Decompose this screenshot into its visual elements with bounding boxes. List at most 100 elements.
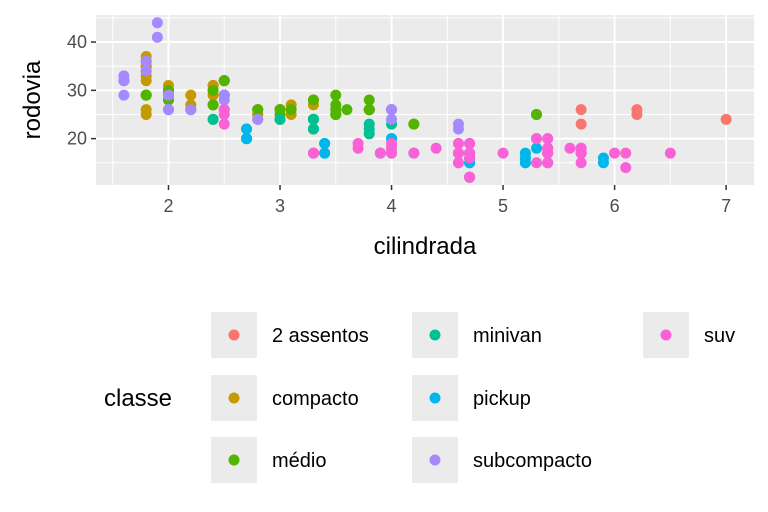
- data-point: [386, 113, 398, 125]
- data-point: [363, 94, 375, 106]
- data-point: [162, 104, 174, 116]
- y-tick-label: 30: [67, 80, 87, 100]
- legend-swatch: [660, 329, 672, 341]
- y-tick-label: 40: [67, 32, 87, 52]
- y-axis-title: rodovia: [19, 60, 46, 139]
- data-point: [140, 89, 152, 101]
- data-point: [531, 108, 543, 120]
- data-point: [620, 147, 632, 159]
- data-point: [664, 147, 676, 159]
- data-point: [330, 89, 342, 101]
- x-axis-title: cilindrada: [374, 233, 477, 260]
- data-point: [575, 118, 587, 130]
- data-point: [185, 104, 197, 116]
- data-point: [307, 113, 319, 125]
- legend-swatch: [228, 454, 240, 466]
- data-point: [386, 104, 398, 116]
- legend-label: pickup: [473, 388, 531, 410]
- x-tick-label: 4: [387, 196, 397, 216]
- data-point: [140, 65, 152, 77]
- data-point: [140, 55, 152, 67]
- y-axis-ticks: 20 30 40: [67, 32, 96, 149]
- data-point: [252, 104, 264, 116]
- x-tick-label: 5: [498, 196, 508, 216]
- data-point: [218, 89, 230, 101]
- data-point: [207, 84, 219, 96]
- data-point: [307, 123, 319, 135]
- data-point: [452, 123, 464, 135]
- data-point: [307, 147, 319, 159]
- data-point: [531, 157, 543, 169]
- data-point: [464, 137, 476, 149]
- data-point: [452, 147, 464, 159]
- data-point: [609, 147, 621, 159]
- data-point: [519, 152, 531, 164]
- data-point: [386, 147, 398, 159]
- data-point: [575, 142, 587, 154]
- legend: 2 assentos compacto médio minivan pickup subc…: [211, 312, 735, 483]
- legend-label: 2 assentos: [272, 325, 369, 347]
- legend-label: médio: [272, 450, 326, 472]
- grid-minor: [96, 15, 754, 185]
- data-point: [185, 89, 197, 101]
- data-point: [307, 94, 319, 106]
- data-point: [542, 157, 554, 169]
- data-point: [575, 157, 587, 169]
- legend-swatch: [228, 392, 240, 404]
- data-point: [464, 152, 476, 164]
- data-point: [118, 75, 130, 87]
- y-tick-label: 20: [67, 129, 87, 149]
- data-point: [564, 142, 576, 154]
- data-point: [207, 113, 219, 125]
- legend-title: classe: [104, 385, 172, 412]
- data-points: [118, 17, 732, 183]
- data-point: [218, 118, 230, 130]
- data-point: [319, 137, 331, 149]
- x-tick-label: 2: [163, 196, 173, 216]
- legend-swatch: [429, 392, 441, 404]
- data-point: [542, 133, 554, 145]
- data-point: [531, 133, 543, 145]
- data-point: [452, 137, 464, 149]
- data-point: [430, 142, 442, 154]
- legend-swatch: [429, 454, 441, 466]
- legend-swatch: [228, 329, 240, 341]
- data-point: [452, 157, 464, 169]
- data-point: [363, 104, 375, 116]
- data-point: [319, 147, 331, 159]
- data-point: [285, 104, 297, 116]
- data-point: [620, 162, 632, 174]
- data-point: [363, 118, 375, 130]
- data-point: [207, 99, 219, 111]
- panel-background: [96, 15, 754, 185]
- legend-label: suv: [704, 325, 735, 347]
- data-point: [140, 75, 152, 87]
- data-point: [241, 123, 253, 135]
- data-point: [575, 104, 587, 116]
- data-point: [151, 31, 163, 43]
- data-point: [531, 142, 543, 154]
- data-point: [218, 104, 230, 116]
- legend-label: minivan: [473, 325, 542, 347]
- data-point: [464, 171, 476, 183]
- data-point: [330, 108, 342, 120]
- data-point: [597, 152, 609, 164]
- x-axis-ticks: 2 3 4 5 6 7: [163, 185, 731, 216]
- data-point: [218, 75, 230, 87]
- data-point: [374, 147, 386, 159]
- data-point: [162, 89, 174, 101]
- data-point: [140, 108, 152, 120]
- data-point: [363, 128, 375, 140]
- data-point: [720, 113, 732, 125]
- data-point: [631, 108, 643, 120]
- data-point: [408, 118, 420, 130]
- data-point: [118, 89, 130, 101]
- data-point: [151, 17, 163, 29]
- data-point: [352, 142, 364, 154]
- data-point: [497, 147, 509, 159]
- data-point: [274, 113, 286, 125]
- data-point: [542, 147, 554, 159]
- x-tick-label: 3: [275, 196, 285, 216]
- data-point: [341, 104, 353, 116]
